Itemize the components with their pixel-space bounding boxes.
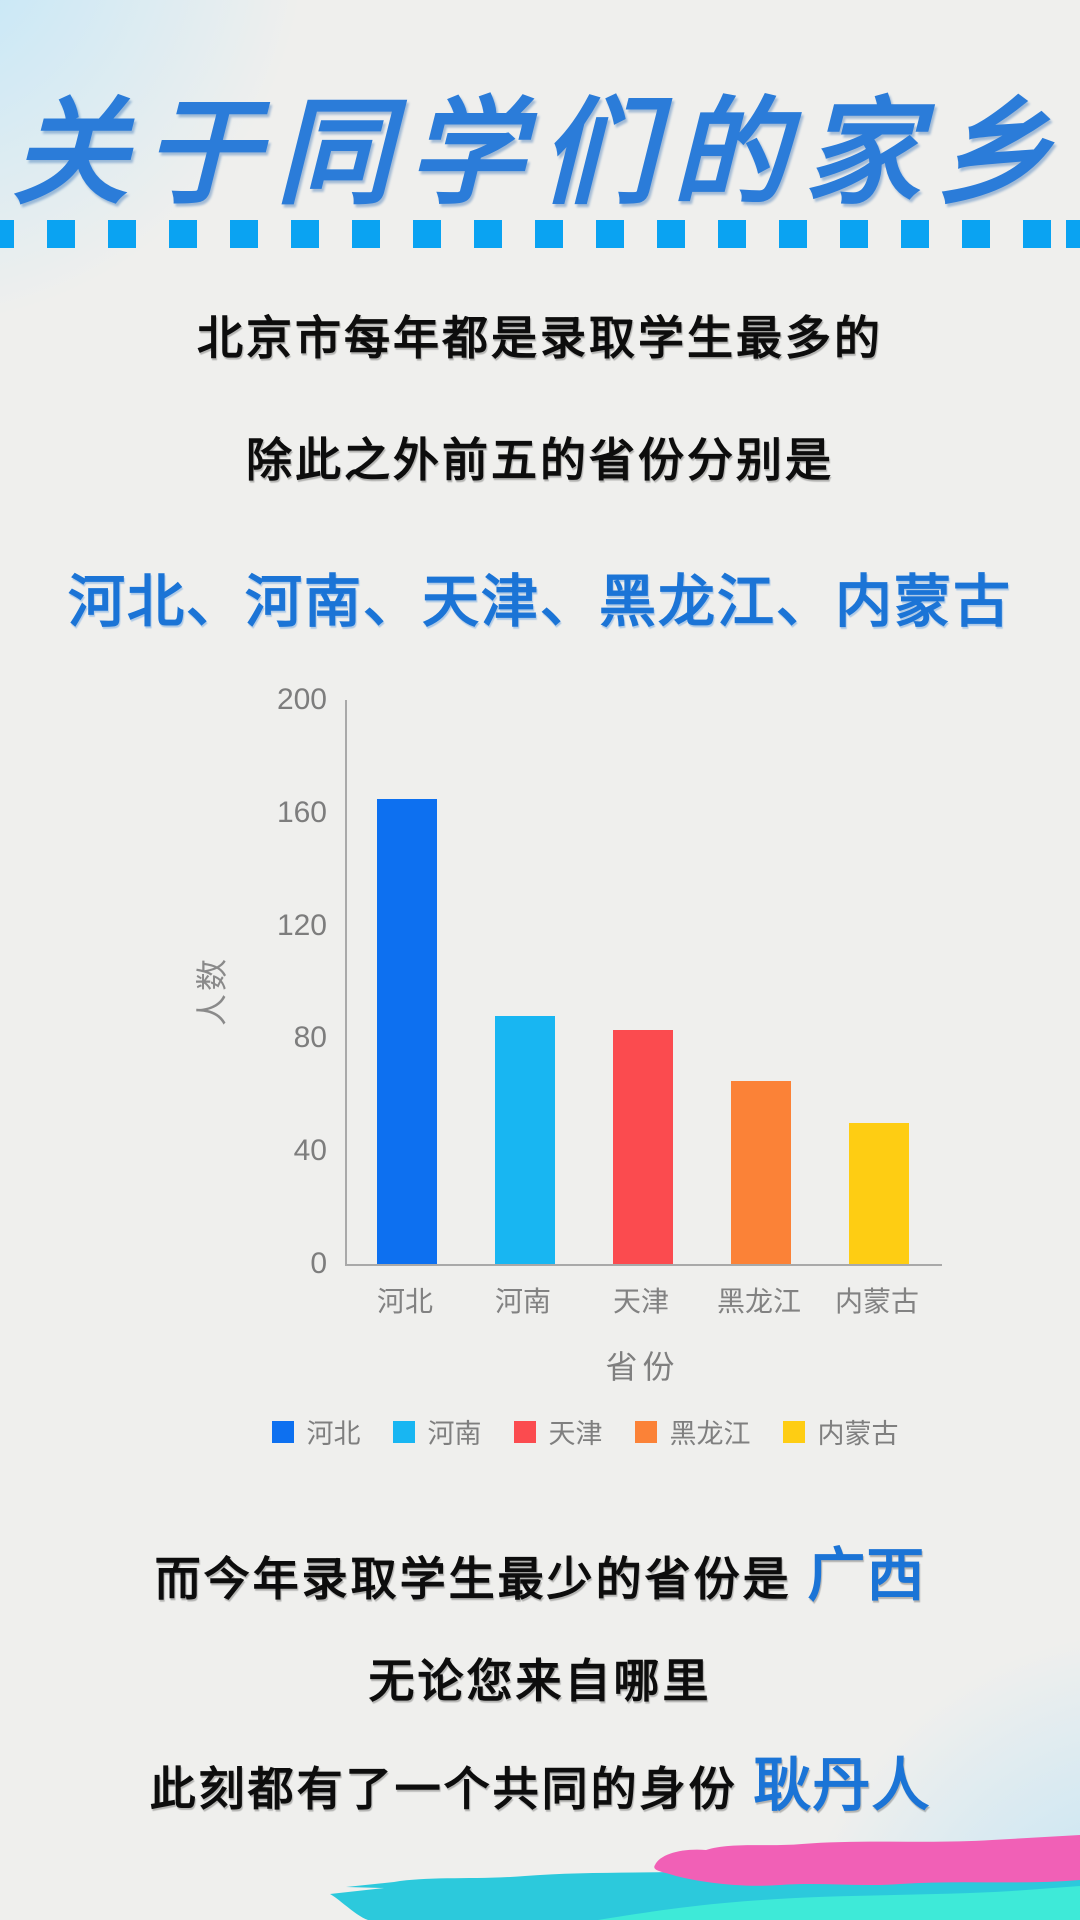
x-tick-label: 河北 [376, 1286, 433, 1317]
identity-text: 此刻都有了一个共同的身份 [149, 1763, 754, 1815]
legend-item-天津: 天津 [513, 1412, 603, 1451]
y-tick-label: 160 [276, 795, 327, 829]
min-province-highlight: 广西 [807, 1543, 926, 1608]
legend-swatch [634, 1420, 657, 1443]
dashed-divider [0, 220, 1080, 248]
x-tick-label: 天津 [612, 1286, 669, 1317]
legend-swatch [271, 1420, 294, 1443]
legend-label: 内蒙古 [817, 1419, 899, 1449]
y-tick-label: 120 [276, 908, 327, 942]
x-tick-label: 河南 [494, 1286, 551, 1317]
chart-legend: 河北 河南 天津 黑龙江 内蒙古 [45, 1412, 1080, 1451]
legend-swatch [513, 1420, 536, 1443]
legend-item-内蒙古: 内蒙古 [782, 1412, 899, 1451]
legend-item-黑龙江: 黑龙江 [634, 1412, 751, 1451]
identity-line: 此刻都有了一个共同的身份 耿丹人 [0, 1738, 1080, 1822]
legend-item-河南: 河南 [392, 1412, 482, 1451]
identity-highlight: 耿丹人 [753, 1753, 931, 1818]
bar-天津 [613, 1029, 673, 1264]
bar-黑龙江 [731, 1080, 791, 1264]
bar-河南 [495, 1015, 555, 1264]
legend-label: 天津 [548, 1419, 603, 1449]
legend-item-河北: 河北 [271, 1412, 361, 1451]
y-tick-label: 40 [293, 1134, 327, 1168]
brush-stroke-pink [654, 1835, 1080, 1886]
intro-line-2: 除此之外前五的省份分别是 [246, 434, 834, 486]
y-axis-title: 人数 [194, 956, 230, 1027]
brush-strokes [330, 1835, 1080, 1920]
y-tick-label: 80 [293, 1021, 327, 1055]
top-provinces-highlight: 河北、河南、天津、黑龙江、内蒙古 [68, 570, 1012, 634]
wherever-line: 无论您来自哪里 [368, 1655, 712, 1707]
x-tick-label: 黑龙江 [716, 1286, 801, 1317]
brush-stroke-turquoise [598, 1886, 1080, 1920]
y-tick-label: 0 [310, 1247, 327, 1280]
min-province-text: 而今年录取学生最少的省份是 [154, 1553, 808, 1605]
legend-swatch [782, 1420, 805, 1443]
legend-label: 黑龙江 [669, 1419, 751, 1449]
legend-label: 河北 [306, 1419, 361, 1449]
x-tick-row: 河北 河南 天津 黑龙江 内蒙古 [345, 1264, 940, 1324]
y-tick-label: 200 [276, 683, 327, 716]
bar-河北 [377, 798, 437, 1264]
x-tick-label: 内蒙古 [834, 1286, 919, 1317]
intro-line-1: 北京市每年都是录取学生最多的 [197, 312, 883, 364]
plot-area: 0 40 80 120 160 200 [277, 685, 942, 1279]
x-axis-title: 省份 [605, 1349, 680, 1385]
legend-swatch [392, 1420, 415, 1443]
poster-title: 关于同学们的家乡 [12, 88, 1068, 218]
legend-label: 河南 [427, 1419, 482, 1449]
min-province-line: 而今年录取学生最少的省份是 广西 [0, 1528, 1080, 1612]
bar-内蒙古 [849, 1123, 909, 1264]
